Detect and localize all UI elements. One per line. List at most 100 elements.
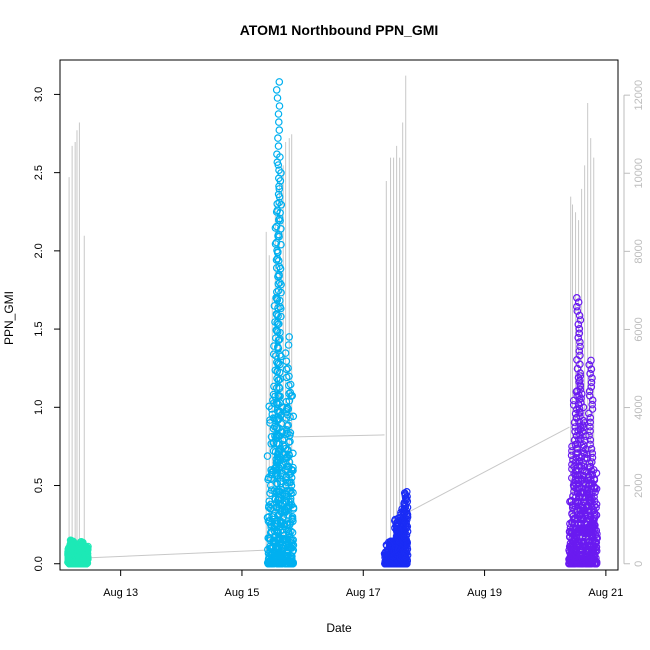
data-point: [592, 547, 601, 555]
y-tick-label: 3.0: [33, 87, 45, 102]
data-point: [273, 496, 282, 504]
data-point: [274, 376, 283, 385]
data-point: [577, 550, 586, 559]
data-point: [284, 341, 293, 349]
data-point: [585, 431, 593, 440]
data-point: [276, 153, 284, 161]
secondary-series-layer: [68, 75, 595, 564]
series-4: [565, 293, 602, 568]
data-point: [588, 400, 597, 409]
secondary-connector-line: [87, 549, 268, 559]
x-tick-label: Aug 13: [103, 587, 138, 599]
data-point: [274, 320, 282, 329]
data-point: [266, 536, 275, 545]
data-point: [576, 381, 585, 389]
data-point: [270, 342, 278, 350]
data-point: [277, 225, 285, 233]
data-point: [66, 536, 75, 545]
data-point: [275, 543, 284, 552]
data-point: [583, 511, 592, 520]
y2-tick-label: 12000: [633, 80, 645, 111]
data-point: [587, 365, 596, 374]
data-point: [287, 489, 295, 498]
data-point: [583, 489, 592, 498]
data-point: [273, 559, 282, 568]
data-point: [593, 530, 601, 538]
data-point: [285, 396, 294, 405]
data-point: [275, 193, 284, 201]
data-point: [283, 551, 292, 560]
data-point: [586, 440, 594, 449]
data-point: [282, 495, 291, 503]
data-point: [576, 351, 584, 360]
data-point: [580, 498, 589, 506]
data-point: [573, 364, 582, 373]
data-point: [286, 497, 295, 506]
data-point: [586, 475, 595, 484]
data-point: [565, 546, 573, 555]
data-point: [271, 224, 280, 232]
data-point: [570, 533, 579, 542]
data-point: [287, 552, 295, 560]
data-point: [276, 551, 285, 560]
data-point: [277, 240, 285, 249]
data-point: [281, 349, 290, 357]
data-point: [576, 376, 584, 385]
data-point: [583, 450, 591, 459]
data-point: [588, 479, 597, 488]
data-point: [402, 487, 411, 496]
y2-tick-label: 0: [633, 561, 645, 567]
data-point: [590, 525, 599, 534]
y-tick-label: 0.5: [33, 478, 45, 493]
data-point: [274, 344, 283, 353]
data-point: [278, 489, 287, 498]
data-point: [572, 293, 581, 302]
data-point: [274, 256, 283, 265]
data-point: [276, 408, 285, 417]
data-point: [571, 498, 580, 506]
data-point: [591, 559, 600, 568]
data-point: [288, 466, 296, 474]
data-point: [286, 536, 295, 545]
data-point: [272, 463, 281, 472]
x-tick-label: Aug 21: [588, 587, 623, 599]
y-tick-label: 1.5: [33, 321, 45, 336]
data-point: [573, 307, 582, 315]
data-point: [274, 512, 282, 520]
data-point: [277, 288, 285, 297]
data-point: [277, 201, 286, 209]
data-point: [576, 385, 585, 394]
data-point: [279, 544, 288, 552]
data-point: [566, 528, 574, 537]
data-point: [284, 421, 293, 430]
y-tick-label: 2.5: [33, 165, 45, 180]
data-point: [264, 473, 273, 482]
data-point: [590, 501, 599, 510]
data-point: [588, 449, 597, 458]
data-point: [588, 470, 596, 479]
axes-layer: Aug 13 Aug 15 Aug 17 Aug 19 Aug 21 0.0 0.5 1.0 1…: [33, 80, 645, 599]
chart-title: ATOM1 Northbound PPN_GMI: [240, 22, 439, 38]
data-point: [276, 209, 284, 217]
data-point: [275, 198, 284, 207]
data-point: [275, 185, 284, 193]
data-point: [576, 398, 585, 407]
data-point: [590, 551, 599, 560]
data-point: [284, 543, 293, 552]
data-point: [263, 452, 272, 460]
data-point: [275, 78, 284, 86]
data-point: [283, 453, 292, 462]
data-point: [280, 434, 288, 443]
data-point: [284, 462, 292, 470]
data-point: [274, 336, 283, 345]
points-layer: [64, 78, 602, 568]
data-point: [286, 380, 295, 389]
data-point: [289, 412, 298, 421]
series-1: [64, 536, 92, 568]
data-point: [577, 390, 586, 398]
data-point: [576, 338, 584, 346]
data-point: [274, 272, 282, 281]
data-point: [591, 488, 599, 497]
data-point: [278, 485, 286, 494]
